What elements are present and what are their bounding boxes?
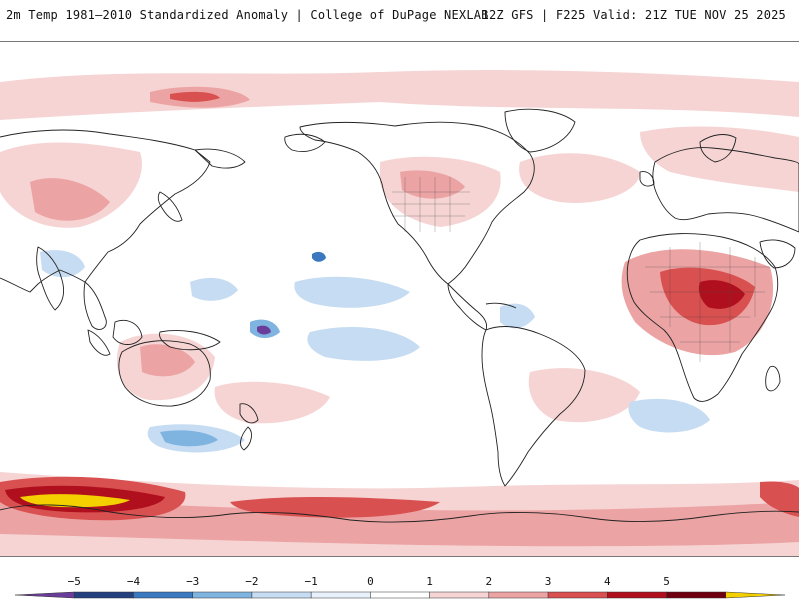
anomaly-shading xyxy=(0,70,799,556)
antarctica-outline xyxy=(0,504,799,523)
north-america-warm-core xyxy=(400,170,465,199)
model-run-valid-time: 12Z GFS | F225 Valid: 21Z TUE NOV 25 202… xyxy=(481,8,786,22)
southern-ocean-cold-core xyxy=(160,430,218,447)
australia-warm-core xyxy=(140,344,195,377)
arctic-warm-core-2 xyxy=(170,91,220,102)
pacific-cold-patch xyxy=(294,276,410,308)
new-zealand-outline xyxy=(239,403,259,451)
legend-bin xyxy=(73,591,134,599)
map-title: 2m Temp 1981–2010 Standardized Anomaly |… xyxy=(6,8,489,22)
legend-bin xyxy=(607,591,667,599)
legend-tick-label: −1 xyxy=(304,575,318,588)
asia-outline xyxy=(0,129,211,293)
india-cold xyxy=(40,250,85,278)
central-america-outline xyxy=(447,283,488,331)
africa-hot-core xyxy=(698,280,745,309)
legend-bin xyxy=(429,591,490,599)
scandinavia-outline xyxy=(699,134,737,163)
se-asia-outline xyxy=(83,281,107,330)
legend-bin xyxy=(666,591,727,599)
new-guinea-outline xyxy=(159,330,221,351)
south-america-cold xyxy=(500,303,535,329)
legend-tick-label: 0 xyxy=(367,575,374,588)
legend-tick-label: 2 xyxy=(485,575,493,588)
color-legend xyxy=(14,591,786,599)
legend-bin xyxy=(725,591,786,599)
borneo-outline xyxy=(112,319,143,345)
legend-bin xyxy=(547,591,608,599)
indonesia-cold-core xyxy=(257,325,271,335)
legend-tick-label: 4 xyxy=(603,575,611,588)
china-warm xyxy=(30,178,110,221)
legend-bin xyxy=(192,591,253,599)
legend-bin xyxy=(251,591,312,599)
legend-tick-label: −2 xyxy=(245,575,259,588)
uk-outline xyxy=(639,171,655,187)
map-header: 2m Temp 1981–2010 Standardized Anomaly |… xyxy=(0,0,800,30)
political-borders xyxy=(392,177,770,362)
south-pacific-warm xyxy=(214,381,330,424)
caribbean-outline xyxy=(485,302,517,309)
sumatra-outline xyxy=(87,329,111,356)
anomaly-map xyxy=(0,41,799,557)
japan-outline xyxy=(157,191,183,222)
coastlines xyxy=(0,108,799,523)
southeast-hot-zone xyxy=(760,481,799,517)
legend-tick-label: 1 xyxy=(426,575,433,588)
antarctic-coastal-warm xyxy=(230,497,440,518)
north-america-outline xyxy=(299,121,535,285)
legend-bin xyxy=(370,591,430,599)
south-america-outline xyxy=(481,326,586,487)
south-atlantic-warm xyxy=(528,368,640,423)
arctic-warm-band xyxy=(0,70,799,120)
arabia-outline xyxy=(759,239,796,269)
madagascar-outline xyxy=(765,365,781,392)
north-pacific-cold xyxy=(190,277,238,301)
europe-warm xyxy=(640,126,799,192)
legend-tick-label: −5 xyxy=(67,575,81,588)
australia-outline xyxy=(118,340,211,407)
kamchatka-outline xyxy=(194,148,246,169)
south-pacific-cold xyxy=(307,327,420,361)
legend-tick-label: −4 xyxy=(126,575,141,588)
legend-tick-label: 3 xyxy=(544,575,552,588)
greenland-outline xyxy=(504,108,576,153)
legend-bin xyxy=(310,591,371,599)
southwest-extreme-core xyxy=(20,494,130,508)
europe-outline xyxy=(652,147,799,233)
west-atlantic-cold xyxy=(628,398,710,433)
india-outline xyxy=(36,246,65,311)
legend-bin xyxy=(14,591,75,599)
legend-tick-label: −3 xyxy=(186,575,200,588)
pacific-cold-spot xyxy=(312,251,326,262)
alaska-outline xyxy=(284,133,326,153)
north-atlantic-warm xyxy=(519,153,640,203)
legend-bin xyxy=(133,591,193,599)
anomaly-map-canvas xyxy=(0,70,799,556)
legend-tick-label: 5 xyxy=(663,575,670,588)
color-legend-labels: −5 −4 −3 −2 −1 0 1 2 3 4 5 xyxy=(0,575,800,589)
legend-bin xyxy=(488,591,549,599)
